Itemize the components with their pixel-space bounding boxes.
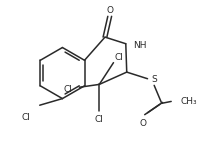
Text: O: O: [139, 119, 146, 128]
Text: Cl: Cl: [64, 85, 72, 94]
Text: Cl: Cl: [21, 113, 30, 122]
Text: NH: NH: [133, 41, 147, 50]
Text: S: S: [151, 75, 157, 84]
Text: Cl: Cl: [115, 53, 124, 62]
Text: CH₃: CH₃: [181, 97, 197, 106]
Text: O: O: [106, 6, 113, 15]
Text: Cl: Cl: [95, 115, 104, 124]
